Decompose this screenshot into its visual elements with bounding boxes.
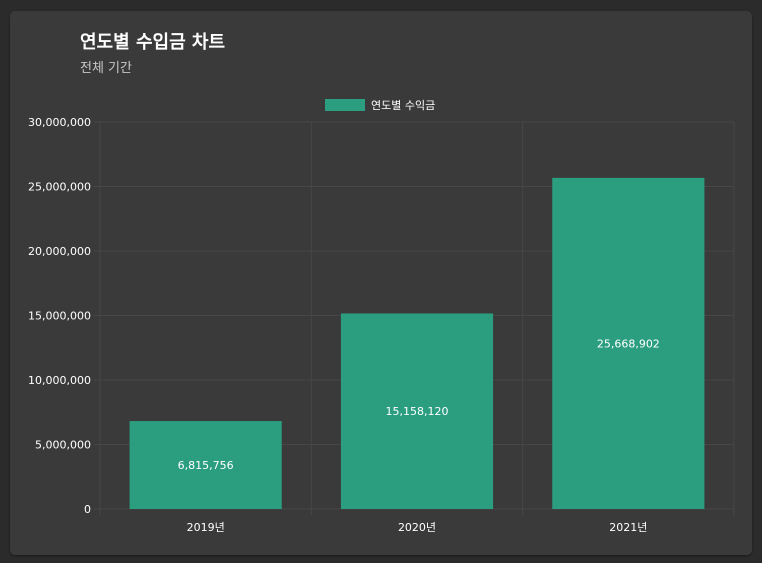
- y-tick-label: 15,000,000: [28, 310, 91, 323]
- y-tick-label: 25,000,000: [28, 181, 91, 194]
- legend-label: 연도별 수익금: [371, 99, 435, 112]
- y-axis: 0 5,000,000 10,000,000 15,000,000 20,000,000…: [28, 116, 91, 516]
- chart-subtitle: 전체 기간: [80, 61, 132, 76]
- x-tick-label: 2020년: [398, 521, 436, 534]
- bars: [129, 177, 705, 510]
- y-tick-label: 10,000,000: [28, 374, 91, 387]
- bar-value-label: 15,158,120: [386, 405, 449, 418]
- bar-2020년[interactable]: [340, 313, 494, 509]
- x-axis: 2019년 2020년 2021년: [187, 521, 648, 534]
- y-tick-label: 20,000,000: [28, 245, 91, 258]
- legend[interactable]: 연도별 수익금: [325, 99, 435, 112]
- y-tick-label: 5,000,000: [35, 439, 91, 452]
- bar-2021년[interactable]: [552, 177, 705, 510]
- chart-title: 연도별 수입금 차트: [80, 32, 226, 53]
- y-tick-label: 0: [84, 503, 91, 516]
- x-tick-label: 2021년: [609, 521, 647, 534]
- bar-2019년[interactable]: [129, 421, 282, 509]
- x-tick-label: 2019년: [187, 521, 225, 534]
- y-tick-label: 30,000,000: [28, 116, 91, 129]
- legend-swatch: [325, 99, 365, 111]
- bar-value-label: 6,815,756: [178, 459, 234, 472]
- bar-value-label: 25,668,902: [597, 337, 660, 350]
- bar-value-labels: 6,815,756 15,158,120 25,668,902: [178, 337, 660, 472]
